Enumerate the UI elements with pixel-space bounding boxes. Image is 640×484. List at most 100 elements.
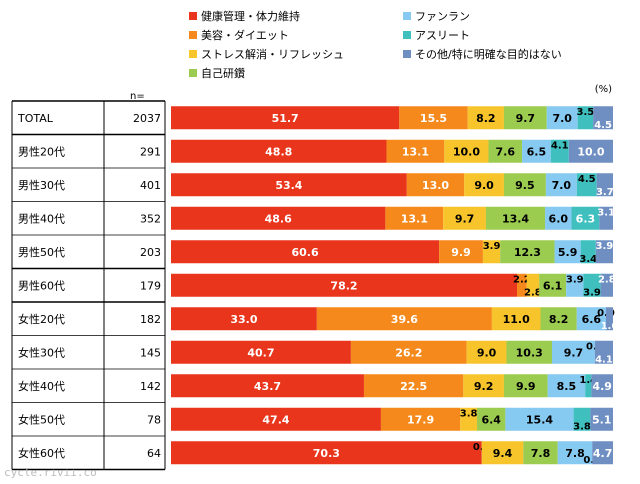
bar-segment: [596, 173, 613, 197]
category-label: 男性40代: [18, 211, 65, 225]
data-label: 7.8: [531, 447, 551, 460]
category-label: 男性50代: [18, 245, 65, 259]
bar-segment: [481, 441, 524, 465]
data-label: 7.8: [565, 447, 585, 460]
legend-swatch: [403, 31, 411, 39]
data-label: 2.2: [513, 274, 531, 285]
n-value: 78: [147, 413, 161, 426]
legend-label: 自己研鑽: [201, 66, 245, 80]
bar-segment: [399, 106, 468, 130]
bar-segment: [171, 340, 351, 364]
n-value: 401: [140, 179, 161, 192]
n-value: 182: [140, 313, 161, 326]
bar-segment: [576, 307, 606, 331]
category-label: 男性60代: [18, 278, 65, 292]
data-label: 4.1: [595, 354, 613, 365]
category-label: 女性20代: [18, 312, 65, 326]
data-label: 4.9: [592, 380, 612, 393]
data-label: 33.0: [230, 313, 257, 326]
bar-segment: [546, 106, 578, 130]
bar-segment: [590, 407, 613, 431]
bar-segment: [171, 407, 381, 431]
data-label: 17.9: [407, 413, 434, 426]
data-label: 70.3: [313, 447, 340, 460]
data-label: 39.6: [391, 313, 418, 326]
bar-segment: [594, 340, 613, 364]
bar-segment: [522, 139, 551, 163]
data-label: 15.5: [420, 112, 447, 125]
data-label: 9.7: [516, 112, 536, 125]
data-label: 47.4: [262, 413, 289, 426]
bar-segment: [386, 139, 445, 163]
bar-segment: [477, 407, 506, 431]
data-label: 11.0: [503, 313, 530, 326]
data-label: 13.0: [422, 179, 449, 192]
data-label: 3.5: [577, 107, 595, 118]
data-label: 3.9: [583, 287, 601, 298]
data-label: 26.2: [395, 346, 422, 359]
bar-segment: [545, 206, 572, 230]
data-label: 12.3: [514, 246, 541, 259]
unit-label: (%): [595, 84, 612, 95]
data-label: 3.9: [596, 241, 614, 252]
data-label: 8.5: [557, 380, 577, 393]
bar-segment: [550, 139, 569, 163]
data-label: 13.1: [401, 212, 428, 225]
n-value: 145: [140, 346, 161, 359]
bar-segment: [482, 240, 501, 264]
legend-swatch: [189, 69, 197, 77]
data-label: 6.1: [543, 279, 563, 292]
bar-segment: [171, 173, 407, 197]
bar-segment: [600, 273, 613, 297]
bar-segment: [503, 173, 546, 197]
bar-segment: [171, 206, 386, 230]
bar-segment: [406, 173, 465, 197]
bar-segment: [464, 173, 504, 197]
legend-swatch: [403, 50, 411, 58]
bar-segment: [516, 273, 527, 297]
legend-label: 健康管理・体力維持: [201, 9, 300, 23]
bar-segment: [491, 307, 541, 331]
bar-segment: [171, 374, 364, 398]
category-table: TOTAL 2037 男性20代 291 男性30代 401 男性40代 352 男性50代 20…: [11, 100, 166, 471]
category-label: 女性60代: [18, 446, 65, 460]
bar-segment: [573, 407, 591, 431]
legend-label: その他/特に明確な目的はない: [415, 47, 562, 61]
bar-segment: [171, 307, 317, 331]
bar-segment: [557, 441, 593, 465]
data-label: 6.0: [549, 212, 569, 225]
bar-segment: [171, 240, 440, 264]
data-label: 9.4: [493, 447, 513, 460]
category-label: 女性30代: [18, 345, 65, 359]
legend-swatch: [189, 12, 197, 20]
data-label: 6.4: [481, 413, 501, 426]
data-label: 22.5: [400, 380, 427, 393]
bar-segment: [545, 173, 577, 197]
bar-segment: [363, 374, 464, 398]
category-label: TOTAL: [17, 112, 54, 125]
bar-segment: [443, 206, 486, 230]
bar-segment: [488, 139, 523, 163]
data-label: 9.2: [474, 380, 494, 393]
legend-label: 美容・ダイエット: [201, 28, 289, 42]
data-label: 9.7: [455, 212, 475, 225]
bar-segment: [460, 407, 478, 431]
bar-segment: [585, 374, 592, 398]
bar-segment: [466, 340, 507, 364]
bar-segment: [350, 340, 467, 364]
bar-segment: [444, 139, 489, 163]
bar-segment: [506, 340, 553, 364]
data-label: 9.9: [451, 246, 471, 259]
bar-segment: [571, 206, 600, 230]
n-value: 179: [140, 279, 161, 292]
bar-segment: [583, 273, 601, 297]
bar-segment: [540, 307, 577, 331]
bar-segment: [503, 106, 547, 130]
bar-segment: [467, 106, 504, 130]
n-value: 352: [140, 212, 161, 225]
data-label: 4.1: [551, 140, 569, 151]
bar-segment: [503, 374, 548, 398]
bar-segment: [599, 206, 613, 230]
bar-segment: [595, 240, 613, 264]
